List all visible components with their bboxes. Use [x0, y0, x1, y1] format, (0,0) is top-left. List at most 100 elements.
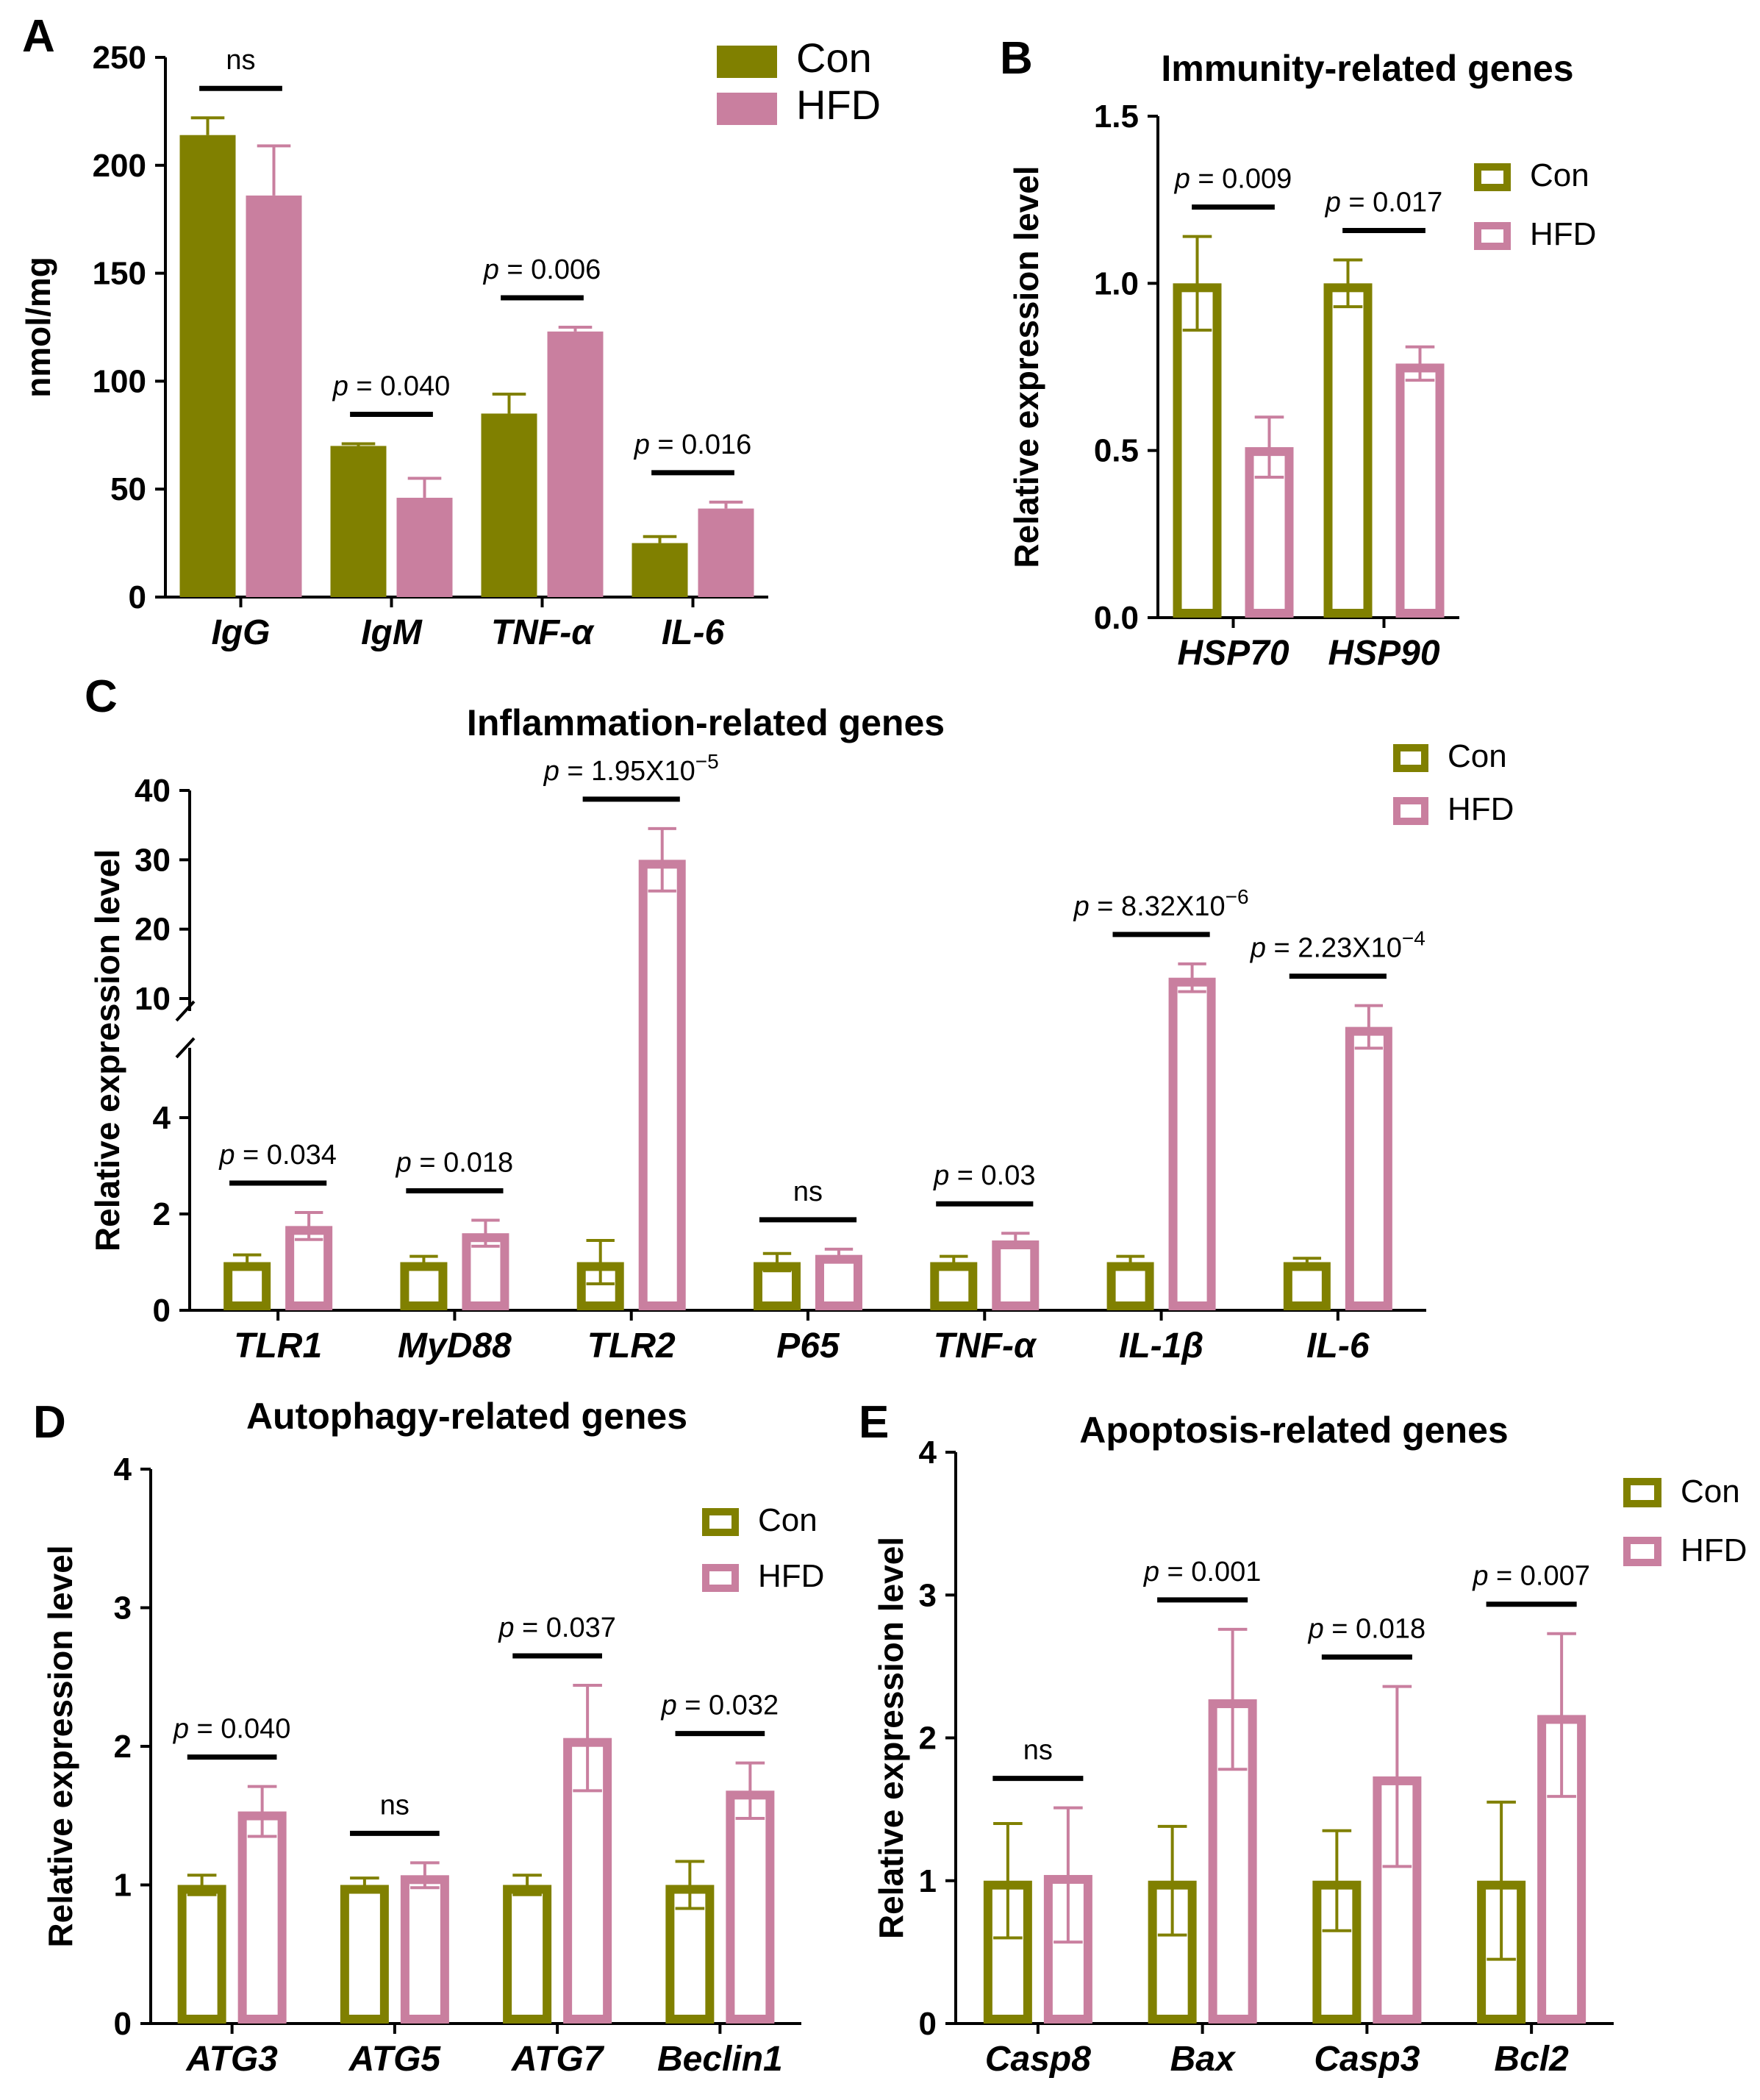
panel-d-y-tick-label: 1 — [114, 1868, 132, 1904]
panel-d-category-label-atg5: ATG5 — [348, 2040, 442, 2079]
panel-e-legend-label-hfd: HFD — [1681, 1532, 1747, 1568]
panel-c-bar-hfd-il-6 — [1345, 1026, 1392, 1310]
panel-c-bar-hfd-tlr1 — [285, 1226, 333, 1310]
panel-b-significance-label-hsp90: p = 0.017 — [1325, 188, 1443, 218]
panel-b-significance-label-hsp70: p = 0.009 — [1174, 164, 1292, 195]
panel-c-y-tick-label: 40 — [135, 773, 171, 809]
panel-a-category-label-igm: IgM — [361, 613, 423, 652]
panel-c-category-label-p65: P65 — [776, 1326, 840, 1365]
panel-a-legend-swatch-hfd — [717, 93, 777, 125]
panel-a-legend-swatch-con — [717, 46, 777, 78]
panel-c-y-tick-label: 30 — [135, 842, 171, 878]
panel-a-category-label-tnf: TNF-α — [491, 613, 595, 652]
panel-b-bar-con-hsp70 — [1173, 283, 1222, 618]
panel-c-category-label-tlr2: TLR2 — [587, 1326, 676, 1365]
panel-b-legend-label-con: Con — [1530, 157, 1589, 193]
panel-b-bar-con-hsp90 — [1323, 283, 1373, 618]
panel-c-bar-con-il-1 — [1106, 1262, 1154, 1310]
panel-c-y-tick-label: 10 — [135, 981, 171, 1017]
panel-e-y-tick-label: 2 — [919, 1721, 937, 1757]
panel-e-significance-label-casp3: p = 0.018 — [1308, 1614, 1426, 1645]
panel-c-bar-hfd-tnf — [992, 1240, 1040, 1311]
panel-c-category-label-tnf: TNF-α — [934, 1326, 1037, 1365]
panel-b-legend-label-hfd: HFD — [1530, 216, 1596, 252]
panel-e-category-label-casp3: Casp3 — [1314, 2040, 1420, 2079]
panel-b-bar-hfd-hsp90 — [1395, 363, 1445, 618]
panel-c-significance-label-tlr2: p = 1.95X10−5 — [543, 750, 719, 787]
panel-d-legend-label-con: Con — [758, 1502, 818, 1538]
panel-b-legend-swatch-hfd — [1474, 222, 1511, 250]
panel-e-y-tick-label: 4 — [919, 1435, 937, 1471]
panel-d-legend-swatch-con — [702, 1508, 739, 1536]
panel-c-category-label-tlr1: TLR1 — [234, 1326, 322, 1365]
panel-d-category-label-atg3: ATG3 — [185, 2040, 278, 2079]
panel-c-significance-label-tlr1: p = 0.034 — [218, 1140, 337, 1171]
panel-c-significance-label-tnf: p = 0.03 — [933, 1160, 1035, 1191]
panel-d-bar-hfd-beclin1 — [726, 1790, 775, 2024]
panel-a-significance-label-igm: p = 0.040 — [332, 371, 451, 402]
panel-c-legend-label-hfd: HFD — [1448, 791, 1514, 827]
panel-a-y-tick-label: 50 — [110, 471, 146, 507]
panel-e-legend-label-con: Con — [1681, 1474, 1740, 1510]
panel-c-significance-label-myd88: p = 0.018 — [396, 1148, 514, 1179]
panel-d-category-label-atg7: ATG7 — [511, 2040, 605, 2079]
panel-d-title: Autophagy-related genes — [246, 1396, 687, 1437]
panel-a-y-tick-label: 0 — [129, 579, 146, 615]
panel-c-legend-swatch-con — [1393, 744, 1428, 772]
panel-a-category-label-igg: IgG — [212, 613, 271, 652]
panel-c-bar-con-il-6 — [1283, 1262, 1331, 1310]
panel-c-bar-con-p65 — [754, 1262, 801, 1310]
panel-e-category-label-bax: Bax — [1170, 2040, 1237, 2079]
panel-e-category-label-bcl2: Bcl2 — [1494, 2040, 1569, 2079]
panel-c-title: Inflammation-related genes — [467, 702, 945, 743]
panel-a-y-tick-label: 250 — [93, 40, 146, 76]
panel-d-bar-con-atg3 — [177, 1885, 226, 2024]
panel-a-bar-con-tnf — [481, 413, 537, 597]
panel-d-y-axis-label: Relative expression level — [41, 1545, 79, 1947]
panel-a-category-label-il-6: IL-6 — [662, 613, 725, 652]
panel-c-significance-label-il-6: p = 2.23X10−4 — [1250, 927, 1425, 964]
panel-b-y-axis-label: Relative expression level — [1007, 165, 1045, 568]
panel-d-y-tick-label: 4 — [114, 1451, 132, 1488]
panel-a-letter: A — [22, 11, 55, 62]
panel-d-bar-con-atg5 — [340, 1885, 389, 2024]
panel-a-bar-con-igg — [179, 135, 236, 598]
panel-d-significance-label-atg5: ns — [380, 1790, 409, 1821]
panel-d-significance-label-atg7: p = 0.037 — [498, 1613, 616, 1643]
panel-d-legend-swatch-hfd — [702, 1564, 739, 1592]
panel-c-letter: C — [85, 671, 118, 722]
panel-e-significance-label-casp8: ns — [1023, 1735, 1053, 1766]
panel-c-y-axis-label: Relative expression level — [88, 849, 126, 1251]
panel-c-category-label-il-1: IL-1β — [1119, 1326, 1203, 1365]
panel-c-bar-hfd-il-1 — [1168, 977, 1216, 1310]
panel-a-bar-con-il-6 — [632, 543, 688, 597]
panel-d-significance-label-atg3: p = 0.040 — [173, 1714, 291, 1745]
panel-a-bar-hfd-igg — [246, 195, 302, 597]
panel-a-bar-hfd-il-6 — [698, 508, 754, 597]
panel-a-bar-con-igm — [330, 446, 387, 597]
panel-d-category-label-beclin1: Beclin1 — [657, 2040, 783, 2079]
panel-d-bar-con-atg7 — [503, 1885, 552, 2024]
panel-a-significance-label-igg: ns — [226, 45, 255, 76]
panel-e-letter: E — [859, 1397, 889, 1448]
panel-a-legend-label-hfd: HFD — [796, 82, 881, 128]
panel-d-letter: D — [33, 1397, 66, 1448]
panel-d-bar-hfd-atg5 — [400, 1875, 449, 2024]
panel-e-y-axis-label: Relative expression level — [872, 1537, 910, 1939]
panel-b-letter: B — [1000, 33, 1033, 84]
panel-e-y-tick-label: 0 — [919, 2006, 937, 2042]
panel-c-axis-break-upper — [175, 1000, 196, 1022]
panel-a-significance-label-tnf: p = 0.006 — [483, 254, 601, 285]
panel-b-y-tick-label: 0.5 — [1094, 433, 1139, 469]
panel-e-title: Apoptosis-related genes — [1079, 1410, 1508, 1451]
panel-b-legend-swatch-con — [1474, 163, 1511, 191]
panel-a-legend-label-con: Con — [796, 35, 872, 81]
panel-b-y-tick-label: 0.0 — [1094, 600, 1139, 636]
panel-c-significance-label-p65: ns — [793, 1176, 823, 1207]
panel-c-y-tick-label: 20 — [135, 912, 171, 948]
panel-b-y-tick-label: 1.0 — [1094, 265, 1139, 301]
panel-a-y-axis-label: nmol/mg — [19, 257, 57, 398]
panel-c-legend-label-con: Con — [1448, 738, 1507, 774]
panel-c-bar-hfd-p65 — [815, 1254, 862, 1311]
